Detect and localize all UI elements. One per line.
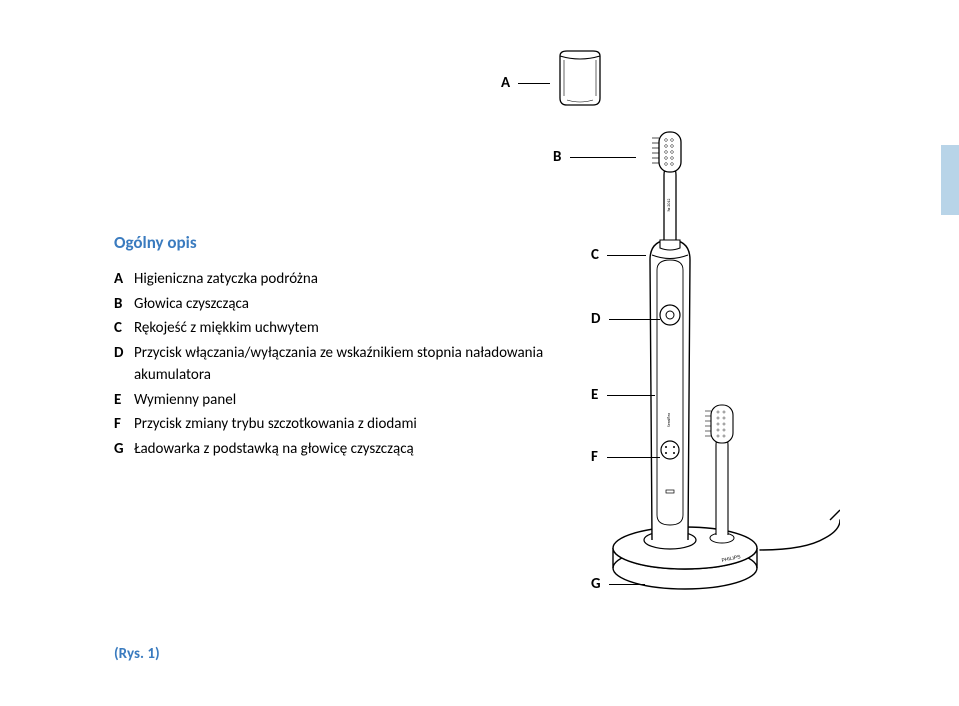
diagram-label-d: D [591,310,600,328]
item-letter: F [114,413,134,436]
item-text: Głowica czyszcząca [134,293,584,316]
diagram-label-c: C [591,246,599,264]
leader-line [570,157,636,158]
svg-text:hx 2012: hx 2012 [667,199,672,212]
diagram-label-f: F [591,448,598,466]
item-text: Higieniczna zatyczka podróżna [134,268,584,291]
travel-cap-illustration [555,48,605,108]
diagram-label-g: G [591,575,601,593]
parts-description-item: BGłowica czyszcząca [114,293,584,316]
diagram-label-a: A [501,74,510,92]
leader-line [607,457,660,458]
parts-description-item: FPrzycisk zmiany trybu szczotkowania z d… [114,413,584,436]
leader-line [607,255,646,256]
parts-description-item: DPrzycisk włączania/wyłączania ze wskaźn… [114,342,584,387]
side-tab [941,145,959,215]
item-letter: E [114,389,134,412]
item-letter: C [114,317,134,340]
item-text: Rękojeść z miękkim uchwytem [134,317,584,340]
svg-text:Sensiflex: Sensiflex [667,413,672,427]
item-text: Wymienny panel [134,389,584,412]
item-letter: D [114,342,134,387]
manual-page: Ogólny opis AHigieniczna zatyczka podróż… [0,0,959,706]
item-letter: A [114,268,134,291]
leader-line [609,584,645,585]
parts-description-item: CRękojeść z miękkim uchwytem [114,317,584,340]
leader-line [609,319,660,320]
parts-description-item: EWymienny panel [114,389,584,412]
parts-description-list: AHigieniczna zatyczka podróżnaBGłowica c… [114,268,584,462]
parts-description-item: GŁadowarka z podstawką na głowicę czyszc… [114,438,584,461]
leader-line [518,83,550,84]
section-heading: Ogólny opis [114,232,197,253]
item-letter: B [114,293,134,316]
parts-description-item: AHigieniczna zatyczka podróżna [114,268,584,291]
leader-line [607,395,655,396]
diagram-label-b: B [553,148,561,166]
item-text: Przycisk włączania/wyłączania ze wskaźni… [134,342,584,387]
diagram-label-e: E [591,386,598,404]
item-letter: G [114,438,134,461]
item-text: Ładowarka z podstawką na głowicę czyszcz… [134,438,584,461]
item-text: Przycisk zmiany trybu szczotkowania z di… [134,413,584,436]
figure-caption: (Rys. 1) [114,645,160,663]
toothbrush-illustration: PHILIPS Sensiflex [610,120,840,610]
